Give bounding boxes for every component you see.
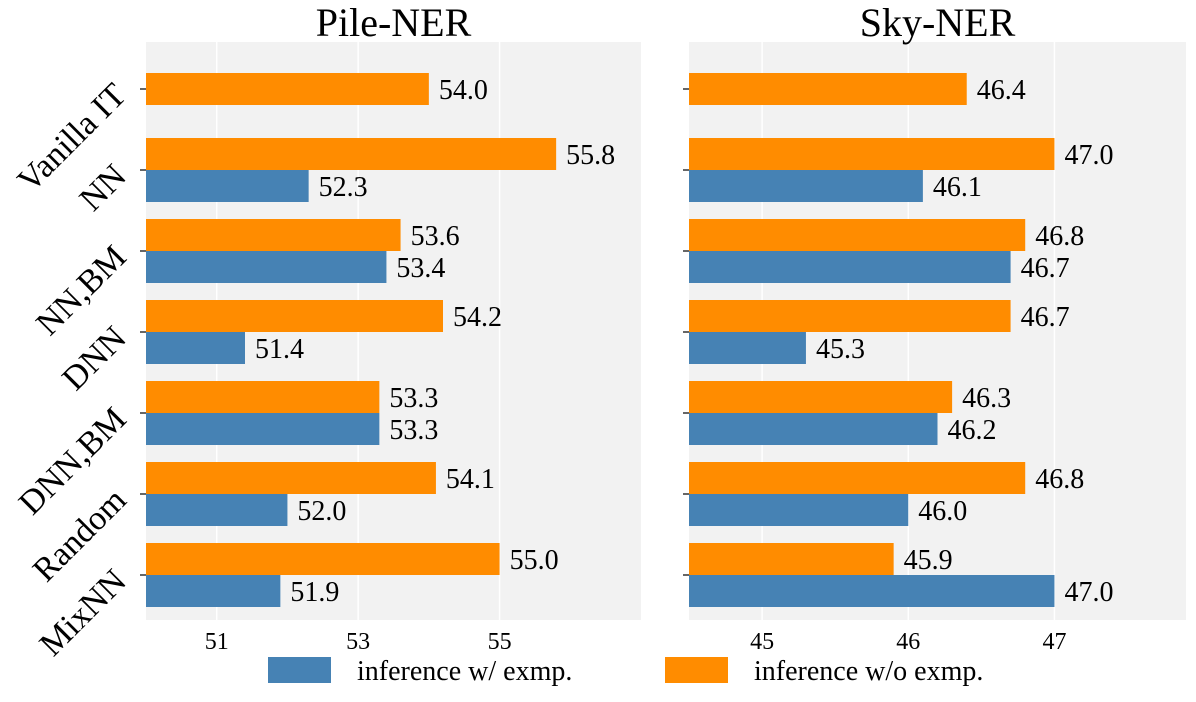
bar-mixnn-with-exemplars xyxy=(146,575,281,607)
value-label-dnn-with-exemplars: 45.3 xyxy=(816,334,865,365)
bar-dnn-bm-without-exemplars xyxy=(146,381,380,413)
value-label-nn-bm-without-exemplars: 53.6 xyxy=(411,221,460,252)
value-label-nn-without-exemplars: 47.0 xyxy=(1064,140,1113,171)
bar-nn-bm-with-exemplars xyxy=(146,251,387,283)
bar-dnn-without-exemplars xyxy=(146,300,443,332)
value-label-random-without-exemplars: 54.1 xyxy=(446,464,495,495)
value-label-vanilla-it-without-exemplars: 46.4 xyxy=(977,75,1026,106)
x-tick-label: 46 xyxy=(896,629,920,655)
value-label-vanilla-it-without-exemplars: 54.0 xyxy=(439,75,488,106)
value-label-nn-with-exemplars: 46.1 xyxy=(933,172,982,203)
category-label-nn-bm: NN,BM xyxy=(29,238,133,342)
value-label-nn-bm-with-exemplars: 53.4 xyxy=(396,253,445,284)
value-label-nn-bm-with-exemplars: 46.7 xyxy=(1021,253,1070,284)
value-label-random-with-exemplars: 52.0 xyxy=(297,496,346,527)
value-label-random-without-exemplars: 46.8 xyxy=(1035,464,1084,495)
bar-nn-with-exemplars xyxy=(689,170,923,202)
value-label-random-with-exemplars: 46.0 xyxy=(918,496,967,527)
bar-dnn-with-exemplars xyxy=(146,332,245,364)
bar-mixnn-without-exemplars xyxy=(146,543,500,575)
bar-dnn-with-exemplars xyxy=(689,332,806,364)
legend-label-with-exemplars: inference w/ exmp. xyxy=(357,656,572,687)
value-label-dnn-without-exemplars: 46.7 xyxy=(1021,302,1070,333)
value-label-mixnn-without-exemplars: 55.0 xyxy=(510,545,559,576)
bar-dnn-bm-with-exemplars xyxy=(689,413,938,445)
value-label-mixnn-without-exemplars: 45.9 xyxy=(904,545,953,576)
value-label-dnn-bm-with-exemplars: 53.3 xyxy=(389,415,438,446)
value-label-nn-without-exemplars: 55.8 xyxy=(566,140,615,171)
value-label-dnn-bm-with-exemplars: 46.2 xyxy=(948,415,997,446)
value-label-mixnn-with-exemplars: 51.9 xyxy=(290,577,339,608)
value-label-nn-with-exemplars: 52.3 xyxy=(319,172,368,203)
bar-vanilla-it-without-exemplars xyxy=(689,73,967,105)
bar-vanilla-it-without-exemplars xyxy=(146,73,429,105)
category-label-dnn: DNN xyxy=(55,319,133,397)
bar-dnn-bm-without-exemplars xyxy=(689,381,953,413)
value-label-dnn-bm-without-exemplars: 53.3 xyxy=(389,383,438,414)
value-label-dnn-with-exemplars: 51.4 xyxy=(255,334,304,365)
chart-title: Pile-NER xyxy=(316,0,472,45)
bar-random-with-exemplars xyxy=(689,494,909,526)
x-tick-label: 53 xyxy=(346,629,370,655)
x-tick-label: 47 xyxy=(1042,629,1066,655)
x-tick-label: 55 xyxy=(488,629,512,655)
panel-pile-ner: 51 53 55 Pile-NER 54.0 55.8 52.3 53.653.4 54.2 51… xyxy=(140,0,641,655)
x-tick-label: 51 xyxy=(205,629,229,655)
chart-title: Sky-NER xyxy=(860,0,1016,45)
value-label-nn-bm-without-exemplars: 46.8 xyxy=(1035,221,1084,252)
bar-mixnn-with-exemplars xyxy=(689,575,1055,607)
legend: inference w/ exmp. inference w/o exmp. xyxy=(268,656,983,687)
legend-label-without-exemplars: inference w/o exmp. xyxy=(754,656,983,687)
bar-nn-without-exemplars xyxy=(146,138,557,170)
bar-nn-bm-with-exemplars xyxy=(689,251,1011,283)
bar-random-without-exemplars xyxy=(146,462,436,494)
bar-nn-without-exemplars xyxy=(689,138,1055,170)
bar-nn-with-exemplars xyxy=(146,170,309,202)
bar-dnn-bm-with-exemplars xyxy=(146,413,380,445)
category-label-nn: NN xyxy=(73,157,134,218)
x-tick-label: 45 xyxy=(750,629,774,655)
bar-random-with-exemplars xyxy=(146,494,288,526)
value-label-dnn-bm-without-exemplars: 46.3 xyxy=(962,383,1011,414)
bar-mixnn-without-exemplars xyxy=(689,543,894,575)
legend-swatch-with-exemplars xyxy=(268,657,331,683)
bar-random-without-exemplars xyxy=(689,462,1026,494)
bar-nn-bm-without-exemplars xyxy=(146,219,401,251)
panel-sky-ner: 45 46 47Sky-NER46.447.046.146.846.746.745.… xyxy=(683,0,1186,655)
bar-nn-bm-without-exemplars xyxy=(689,219,1026,251)
legend-swatch-without-exemplars xyxy=(665,657,728,683)
value-label-dnn-without-exemplars: 54.2 xyxy=(453,302,502,333)
value-label-mixnn-with-exemplars: 47.0 xyxy=(1064,577,1113,608)
bar-dnn-without-exemplars xyxy=(689,300,1011,332)
